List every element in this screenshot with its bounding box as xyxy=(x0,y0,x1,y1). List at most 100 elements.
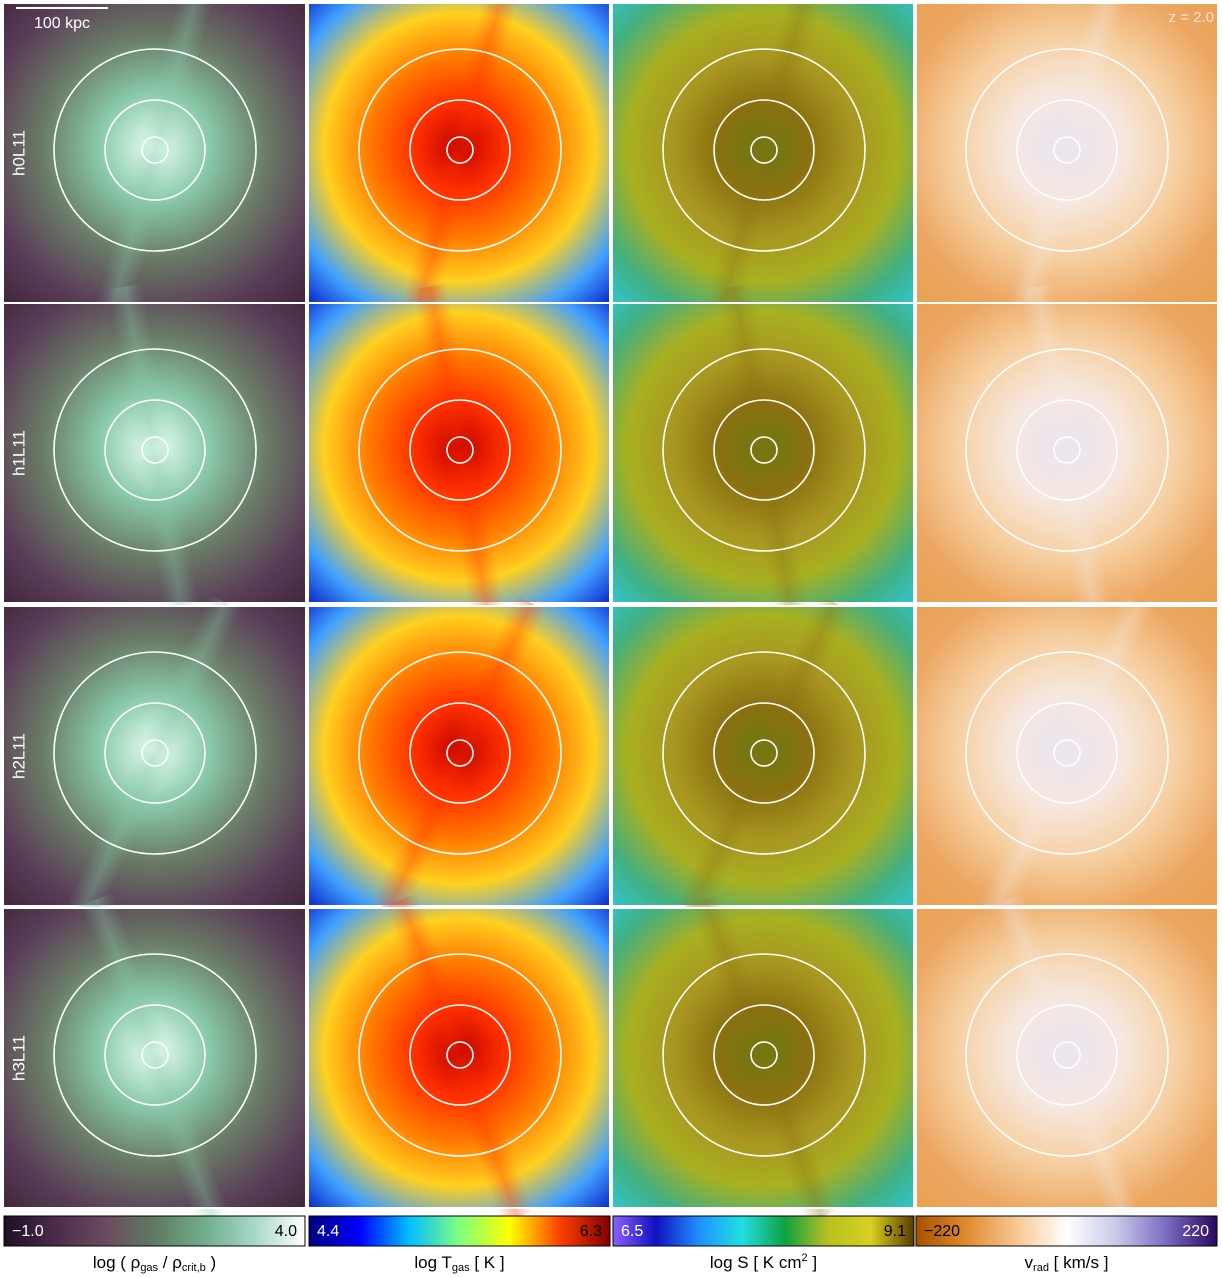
radius-circle xyxy=(409,1004,511,1106)
colorbar-tick-label: 6.5 xyxy=(621,1223,643,1240)
radius-circle xyxy=(662,651,866,855)
label-text: [ km/s ] xyxy=(1049,1253,1109,1272)
separator xyxy=(0,907,1222,909)
radius-circle xyxy=(446,1041,474,1069)
radius-circle xyxy=(713,399,815,501)
label-sub: crit,b xyxy=(182,1262,206,1274)
map-panel xyxy=(904,861,1222,1255)
radius-circle xyxy=(713,1004,815,1106)
radius-circle xyxy=(53,651,257,855)
colorbar-tick-label: 6.3 xyxy=(580,1223,602,1240)
map-panel xyxy=(613,0,914,345)
filament xyxy=(297,861,622,1255)
radius-circle xyxy=(104,399,206,501)
colorbar-label: vrad [ km/s ] xyxy=(1025,1253,1109,1274)
radius-circle xyxy=(713,99,815,201)
radius-circle xyxy=(662,953,866,1157)
map-panel xyxy=(309,267,610,639)
radius-circle xyxy=(409,702,511,804)
filament xyxy=(0,556,327,956)
map-panel xyxy=(601,861,926,1255)
filament xyxy=(916,0,1217,345)
panel-separators xyxy=(0,0,1222,1212)
scale-bar-label: 100 kpc xyxy=(34,15,90,32)
radius-circle xyxy=(358,953,562,1157)
colorbar-label: log S [ K cm2 ] xyxy=(710,1252,817,1272)
filament xyxy=(0,861,317,1255)
radius-circle xyxy=(1016,99,1118,201)
filament xyxy=(625,267,902,639)
radius-circle xyxy=(1016,399,1118,501)
label-text: log ( ρ xyxy=(93,1253,140,1272)
filament xyxy=(321,267,598,639)
radius-circle xyxy=(1053,436,1081,464)
map-panel xyxy=(894,556,1222,956)
radius-circle xyxy=(446,739,474,767)
filament xyxy=(16,267,293,639)
radius-circle xyxy=(965,651,1169,855)
radius-circle xyxy=(53,348,257,552)
colorbar: −1.0 4.0 log ( ρgas / ρcrit,b ) xyxy=(3,1215,306,1274)
radius-circle xyxy=(750,739,778,767)
radius-circle xyxy=(104,702,206,804)
radius-circle xyxy=(750,136,778,164)
radius-circle xyxy=(53,48,257,252)
colorbar: 4.4 6.3 log Tgas [ K ] xyxy=(308,1215,611,1274)
radius-circle xyxy=(358,348,562,552)
row-label: h1L11 xyxy=(9,430,28,476)
radius-circle xyxy=(662,348,866,552)
radius-circle xyxy=(53,953,257,1157)
colorbar-gradient xyxy=(3,1215,306,1247)
map-panel xyxy=(613,267,914,639)
filament xyxy=(613,0,914,345)
map-panel xyxy=(309,0,610,345)
map-panel xyxy=(0,861,317,1255)
colorbar-gradient xyxy=(612,1215,915,1247)
radius-circle xyxy=(1053,1041,1081,1069)
radius-circle xyxy=(965,953,1169,1157)
label-sub: gas xyxy=(452,1262,470,1274)
colorbar: −220 220 vrad [ km/s ] xyxy=(915,1215,1218,1274)
separator xyxy=(0,0,1222,4)
label-sup: 2 xyxy=(802,1252,808,1264)
filament xyxy=(4,0,305,345)
label-text: log S [ K cm xyxy=(710,1253,802,1272)
label-text: log T xyxy=(414,1253,452,1272)
radius-circle xyxy=(1053,136,1081,164)
radius-circle xyxy=(446,436,474,464)
label-sub: gas xyxy=(140,1262,158,1274)
radius-circle xyxy=(446,136,474,164)
radius-circle xyxy=(141,1041,169,1069)
filament xyxy=(309,0,610,345)
colorbar-tick-label: 4.0 xyxy=(275,1223,297,1240)
radius-circle xyxy=(1016,702,1118,804)
radius-circle xyxy=(1016,1004,1118,1106)
radius-circle xyxy=(409,99,511,201)
colorbar-tick-label: −220 xyxy=(924,1223,960,1240)
row-label: h0L11 xyxy=(9,130,28,176)
radius-circle xyxy=(750,1041,778,1069)
separator xyxy=(1218,0,1222,1212)
colorbar-tick-label: 4.4 xyxy=(317,1223,339,1240)
colorbar-label: log Tgas [ K ] xyxy=(414,1253,504,1274)
map-panel xyxy=(916,267,1217,639)
radius-circle xyxy=(141,739,169,767)
filament xyxy=(894,556,1222,956)
radius-circle xyxy=(965,348,1169,552)
separator xyxy=(0,1207,1222,1209)
colorbar-gradient xyxy=(915,1215,1218,1247)
map-panel xyxy=(591,556,936,956)
label-text: ] xyxy=(808,1253,817,1272)
separator xyxy=(0,0,4,1212)
radius-circle xyxy=(141,136,169,164)
radius-circle xyxy=(965,48,1169,252)
radius-circle xyxy=(713,702,815,804)
map-panel xyxy=(916,0,1217,345)
map-panel xyxy=(4,0,305,345)
label-sub: rad xyxy=(1033,1262,1049,1274)
colorbar-tick-label: −1.0 xyxy=(12,1223,44,1240)
map-panel xyxy=(287,556,632,956)
colorbar-tick-label: 220 xyxy=(1182,1223,1209,1240)
separator xyxy=(0,302,1222,304)
